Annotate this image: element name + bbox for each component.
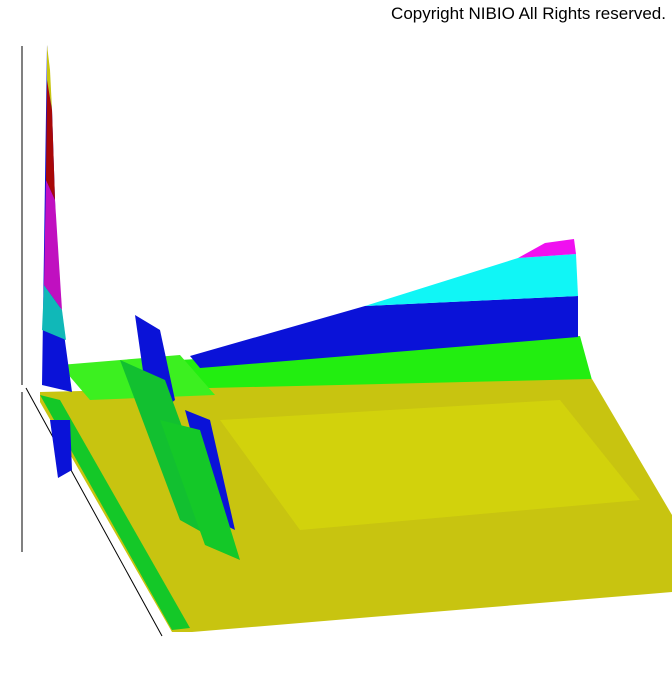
peak-band bbox=[47, 45, 52, 110]
surface-ridge bbox=[160, 420, 240, 560]
axis-line bbox=[25, 387, 163, 637]
surface-band bbox=[190, 296, 578, 368]
surface-band bbox=[365, 254, 578, 306]
peak-band bbox=[44, 180, 62, 310]
copyright: Copyright NIBIO All Rights reserved. bbox=[391, 4, 666, 23]
peak-band bbox=[42, 285, 66, 340]
surface-band bbox=[518, 239, 576, 258]
peak-band bbox=[46, 80, 55, 200]
surface-highlight bbox=[220, 400, 640, 530]
surface-dip bbox=[50, 420, 72, 478]
surface-edge bbox=[40, 395, 190, 630]
